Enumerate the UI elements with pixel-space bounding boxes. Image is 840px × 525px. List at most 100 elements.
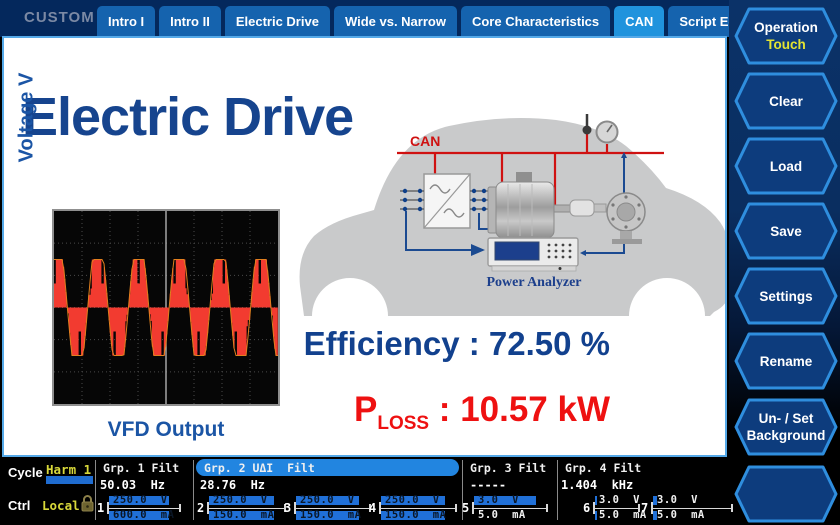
scale-start-tick xyxy=(294,502,296,514)
channel-v-bar: 3.0 V xyxy=(595,495,639,506)
scale-line xyxy=(651,507,731,509)
group-frequency-2: 28.76 Hz xyxy=(200,478,266,492)
hexagon-shape xyxy=(734,7,838,65)
channel-2-ranges[interactable]: 2 250.0 V 150.0 mA xyxy=(197,494,286,522)
softkey-rename[interactable]: Rename xyxy=(734,331,838,391)
softkey-label: Un- / Set Background xyxy=(746,411,826,443)
channel-7-ranges[interactable]: 7 3.0 V 5.0 mA xyxy=(641,494,733,522)
channel-v-bar: 250.0 V xyxy=(109,495,169,506)
group-header-4[interactable]: Grp. 4 Filt xyxy=(565,461,642,475)
load-machine xyxy=(606,192,646,244)
bar-fill xyxy=(109,496,169,505)
statusbar-separator xyxy=(557,460,558,520)
channel-number: 1 xyxy=(97,501,105,515)
cycle-value[interactable]: Harm 1 xyxy=(46,462,92,477)
can-bus-label: CAN xyxy=(410,133,440,149)
vfd-scope-plot xyxy=(52,209,280,406)
group-header-1[interactable]: Grp. 1 Filt xyxy=(103,461,180,475)
gauge-icon xyxy=(595,120,619,144)
bar-fill xyxy=(474,496,536,505)
scale-end-tick xyxy=(546,504,548,512)
tab-wide-vs-narrow[interactable]: Wide vs. Narrow xyxy=(333,6,457,37)
softkey-settings[interactable]: Settings xyxy=(734,266,838,326)
bar-fill xyxy=(296,511,359,520)
range-value: 150.0 mA xyxy=(385,509,447,521)
channel-3-ranges[interactable]: 3 250.0 V 150.0 mA xyxy=(284,494,371,522)
softkey-background[interactable]: Un- / Set Background xyxy=(734,397,838,457)
softkey-blank[interactable] xyxy=(734,464,838,524)
scale-start-tick xyxy=(472,502,474,514)
tab-electric-drive[interactable]: Electric Drive xyxy=(224,6,330,37)
channel-4-ranges[interactable]: 4 250.0 V 150.0 mA xyxy=(369,494,457,522)
softkey-clear[interactable]: Clear xyxy=(734,71,838,131)
tab-intro-ii[interactable]: Intro II xyxy=(159,6,221,37)
softkey-save[interactable]: Save xyxy=(734,201,838,261)
range-value: 5.0 mA xyxy=(599,509,647,521)
group-frequency-1: 50.03 Hz xyxy=(100,478,166,492)
statusbar-separator xyxy=(193,460,194,520)
ctrl-value: Local xyxy=(42,498,80,513)
inverter xyxy=(423,173,471,229)
range-value: 600.0 mA xyxy=(113,509,175,521)
status-bar: Cycle Harm 1 Ctrl Local Grp. 1 Filt 50.03… xyxy=(0,457,733,525)
channel-number: 4 xyxy=(369,501,377,515)
softkey-label: Operation Touch xyxy=(754,20,818,52)
softkey-label: Load xyxy=(769,158,803,174)
hexagon-shape xyxy=(734,398,838,456)
softkey-operation[interactable]: Operation Touch xyxy=(734,6,838,66)
softkey-load[interactable]: Load xyxy=(734,136,838,196)
hexagon-shape xyxy=(734,202,838,260)
scope-y-label: Voltage V xyxy=(15,72,38,163)
shaft-coupling xyxy=(569,199,607,217)
hexagon-shape xyxy=(734,332,838,390)
ploss-value: 10.57 kW xyxy=(460,390,610,429)
channel-5-ranges[interactable]: 5 3.0 V 5.0 mA xyxy=(462,494,548,522)
scale-line xyxy=(472,507,546,509)
group-header-2[interactable]: Grp. 2 UΔI Filt xyxy=(204,461,315,475)
vfd-waveform-svg xyxy=(53,211,278,404)
channel-1-ranges[interactable]: 1 250.0 V 600.0 mA xyxy=(97,494,181,522)
can-bus-lines xyxy=(397,132,664,210)
scale-line xyxy=(379,507,455,509)
pwm-trace xyxy=(53,259,278,356)
scale-line xyxy=(593,507,638,509)
tab-intro-i[interactable]: Intro I xyxy=(97,6,156,37)
channel-i-bar: 150.0 mA xyxy=(209,509,275,521)
channel-i-bar: 150.0 mA xyxy=(381,509,447,521)
channel-i-bar: 5.0 mA xyxy=(653,509,721,521)
cycle-progress-bar xyxy=(46,476,93,484)
channel-v-bar: 250.0 V xyxy=(381,494,445,506)
electric-drive-diagram: CAN xyxy=(264,88,725,340)
scale-end-tick xyxy=(455,504,457,512)
channel-body: 250.0 V 150.0 mA xyxy=(294,494,371,522)
channel-v-bar: 3.0 V xyxy=(474,495,536,506)
power-loss-readout: PLOSS : 10.57 kW xyxy=(354,390,610,435)
hexagon-shape xyxy=(734,267,838,325)
hexagon-shape xyxy=(734,465,838,523)
tab-core-characteristics[interactable]: Core Characteristics xyxy=(460,6,611,37)
softkey-sidebar: Operation Touch Clear Load Save Settings Renam… xyxy=(729,0,840,525)
channel-number: 5 xyxy=(462,501,470,515)
bar-fill xyxy=(296,496,359,505)
range-value: 150.0 mA xyxy=(213,509,275,521)
softkey-label: Settings xyxy=(759,288,813,304)
channel-body: 3.0 V 5.0 mA xyxy=(651,494,733,522)
channel-v-bar: 250.0 V xyxy=(296,494,359,506)
softkey-accent-label: Touch xyxy=(766,37,806,52)
power-analyzer-label: Power Analyzer xyxy=(487,275,582,290)
group-selected-highlight xyxy=(196,459,459,476)
scale-line xyxy=(294,507,369,509)
range-value: 250.0 V xyxy=(385,494,440,506)
channel-6-ranges[interactable]: 6 3.0 V 5.0 mA xyxy=(583,494,646,522)
range-value: 250.0 V xyxy=(300,494,355,506)
range-value: 150.0 mA xyxy=(300,509,362,521)
range-value: 5.0 mA xyxy=(657,509,705,521)
scale-start-tick xyxy=(207,502,209,514)
bar-fill xyxy=(653,511,658,520)
channel-body: 250.0 V 150.0 mA xyxy=(379,494,457,522)
ploss-sep: : xyxy=(429,390,461,429)
tab-can[interactable]: CAN xyxy=(614,6,665,37)
bar-fill xyxy=(109,511,169,520)
group-header-3[interactable]: Grp. 3 Filt xyxy=(470,461,547,475)
